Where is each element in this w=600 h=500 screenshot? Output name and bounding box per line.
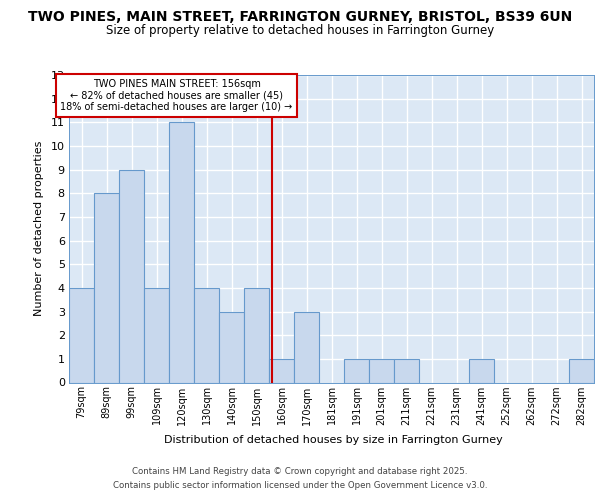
Bar — [469, 359, 494, 382]
Bar — [344, 359, 369, 382]
Text: Distribution of detached houses by size in Farrington Gurney: Distribution of detached houses by size … — [164, 435, 502, 445]
Bar — [69, 288, 94, 382]
Bar — [269, 359, 294, 382]
Bar — [244, 288, 269, 382]
Bar — [569, 359, 594, 382]
Bar — [119, 170, 144, 382]
Text: Contains HM Land Registry data © Crown copyright and database right 2025.: Contains HM Land Registry data © Crown c… — [132, 468, 468, 476]
Bar — [394, 359, 419, 382]
Text: Contains public sector information licensed under the Open Government Licence v3: Contains public sector information licen… — [113, 481, 487, 490]
Bar — [219, 312, 244, 382]
Y-axis label: Number of detached properties: Number of detached properties — [34, 141, 44, 316]
Bar — [169, 122, 194, 382]
Bar — [94, 194, 119, 382]
Text: TWO PINES, MAIN STREET, FARRINGTON GURNEY, BRISTOL, BS39 6UN: TWO PINES, MAIN STREET, FARRINGTON GURNE… — [28, 10, 572, 24]
Text: Size of property relative to detached houses in Farrington Gurney: Size of property relative to detached ho… — [106, 24, 494, 37]
Bar — [144, 288, 169, 382]
Bar — [294, 312, 319, 382]
Text: TWO PINES MAIN STREET: 156sqm
← 82% of detached houses are smaller (45)
18% of s: TWO PINES MAIN STREET: 156sqm ← 82% of d… — [61, 78, 293, 112]
Bar — [194, 288, 219, 382]
Bar — [369, 359, 394, 382]
